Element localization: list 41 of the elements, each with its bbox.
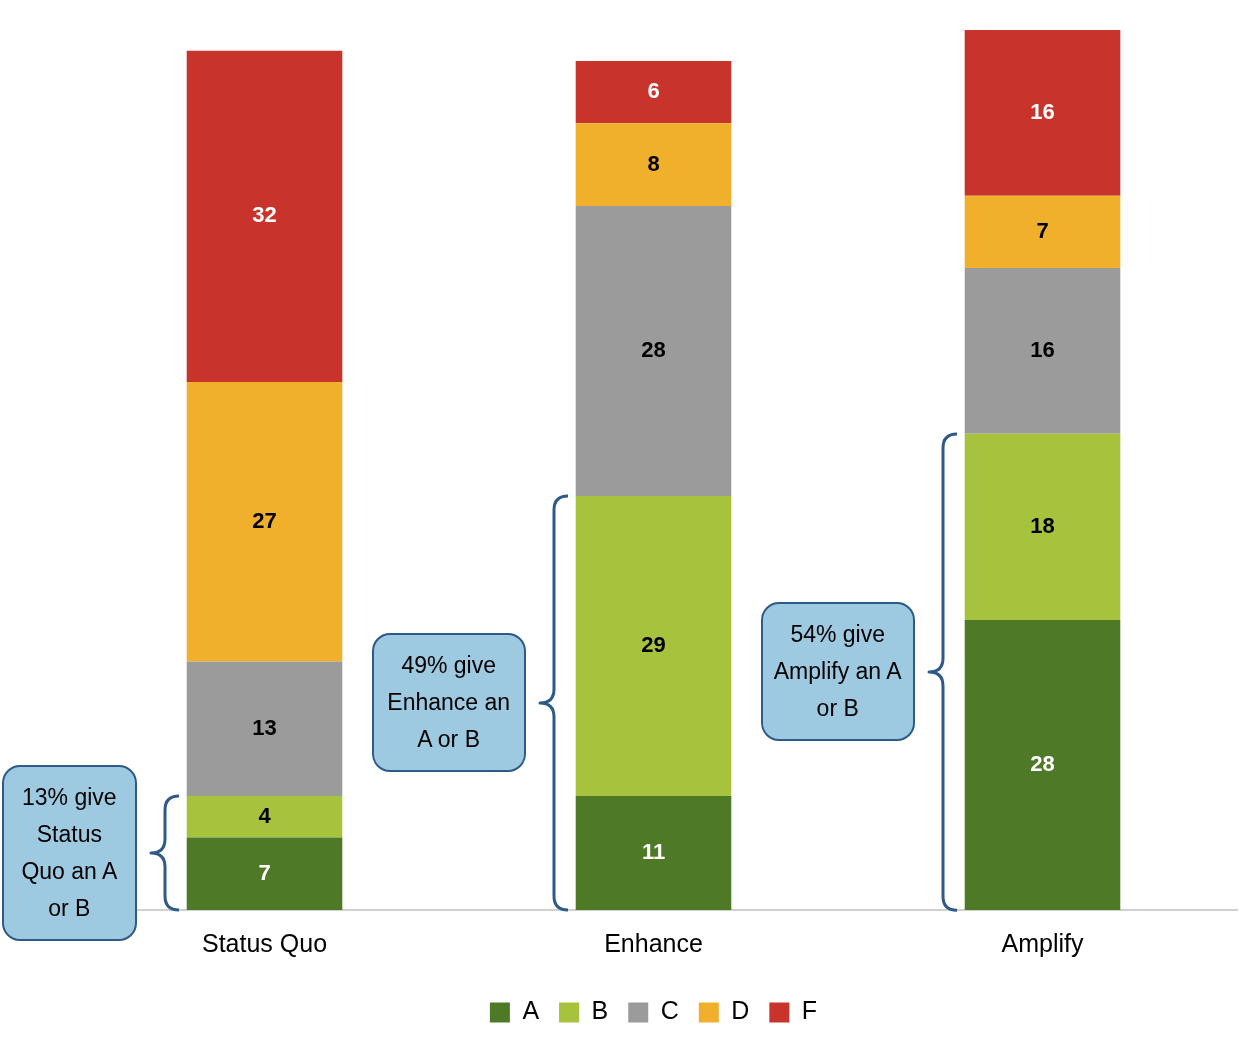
- bar: [186, 796, 343, 838]
- data-label: 32: [252, 202, 277, 228]
- data-label: 28: [641, 337, 666, 362]
- bar: [575, 495, 732, 797]
- bar: [964, 195, 1121, 269]
- data-label: 6: [647, 78, 660, 104]
- data-label: 28: [1030, 751, 1055, 777]
- data-label: 16: [1030, 337, 1055, 362]
- legend-label: C: [660, 996, 679, 1025]
- data-label: 27: [252, 507, 277, 533]
- legend-label: D: [731, 996, 750, 1025]
- data-label: 18: [1030, 513, 1055, 538]
- data-label: 4: [258, 802, 272, 828]
- bar: [575, 123, 732, 206]
- data-label: 7: [1036, 217, 1049, 243]
- data-label: 8: [647, 150, 660, 176]
- bar: [186, 837, 343, 910]
- bar: [575, 796, 732, 910]
- x-tick-label: Status Quo: [201, 928, 328, 957]
- bar: [575, 61, 732, 124]
- bar: [964, 268, 1121, 434]
- data-label: 7: [258, 859, 271, 885]
- bar: [964, 433, 1121, 621]
- data-label: 13: [252, 714, 277, 740]
- data-label: 29: [641, 632, 666, 658]
- bar: [186, 50, 343, 382]
- x-tick-label: Amplify: [1001, 928, 1084, 957]
- bar: [964, 30, 1121, 196]
- data-label: 16: [1030, 98, 1055, 124]
- bar: [575, 206, 732, 496]
- annotation: 49% give Enhance an A or B: [371, 633, 526, 773]
- bar: [964, 620, 1121, 910]
- legend-label: F: [801, 996, 818, 1025]
- bar: [186, 661, 343, 797]
- annotation: 13% give Status Quo an A or B: [2, 765, 137, 942]
- annotation: 54% give Amplify an A or B: [760, 602, 915, 742]
- bar: [186, 382, 343, 662]
- legend-label: B: [591, 996, 609, 1025]
- x-tick-label: Enhance: [604, 928, 703, 957]
- data-label: 11: [641, 839, 666, 865]
- legend-label: A: [522, 996, 540, 1025]
